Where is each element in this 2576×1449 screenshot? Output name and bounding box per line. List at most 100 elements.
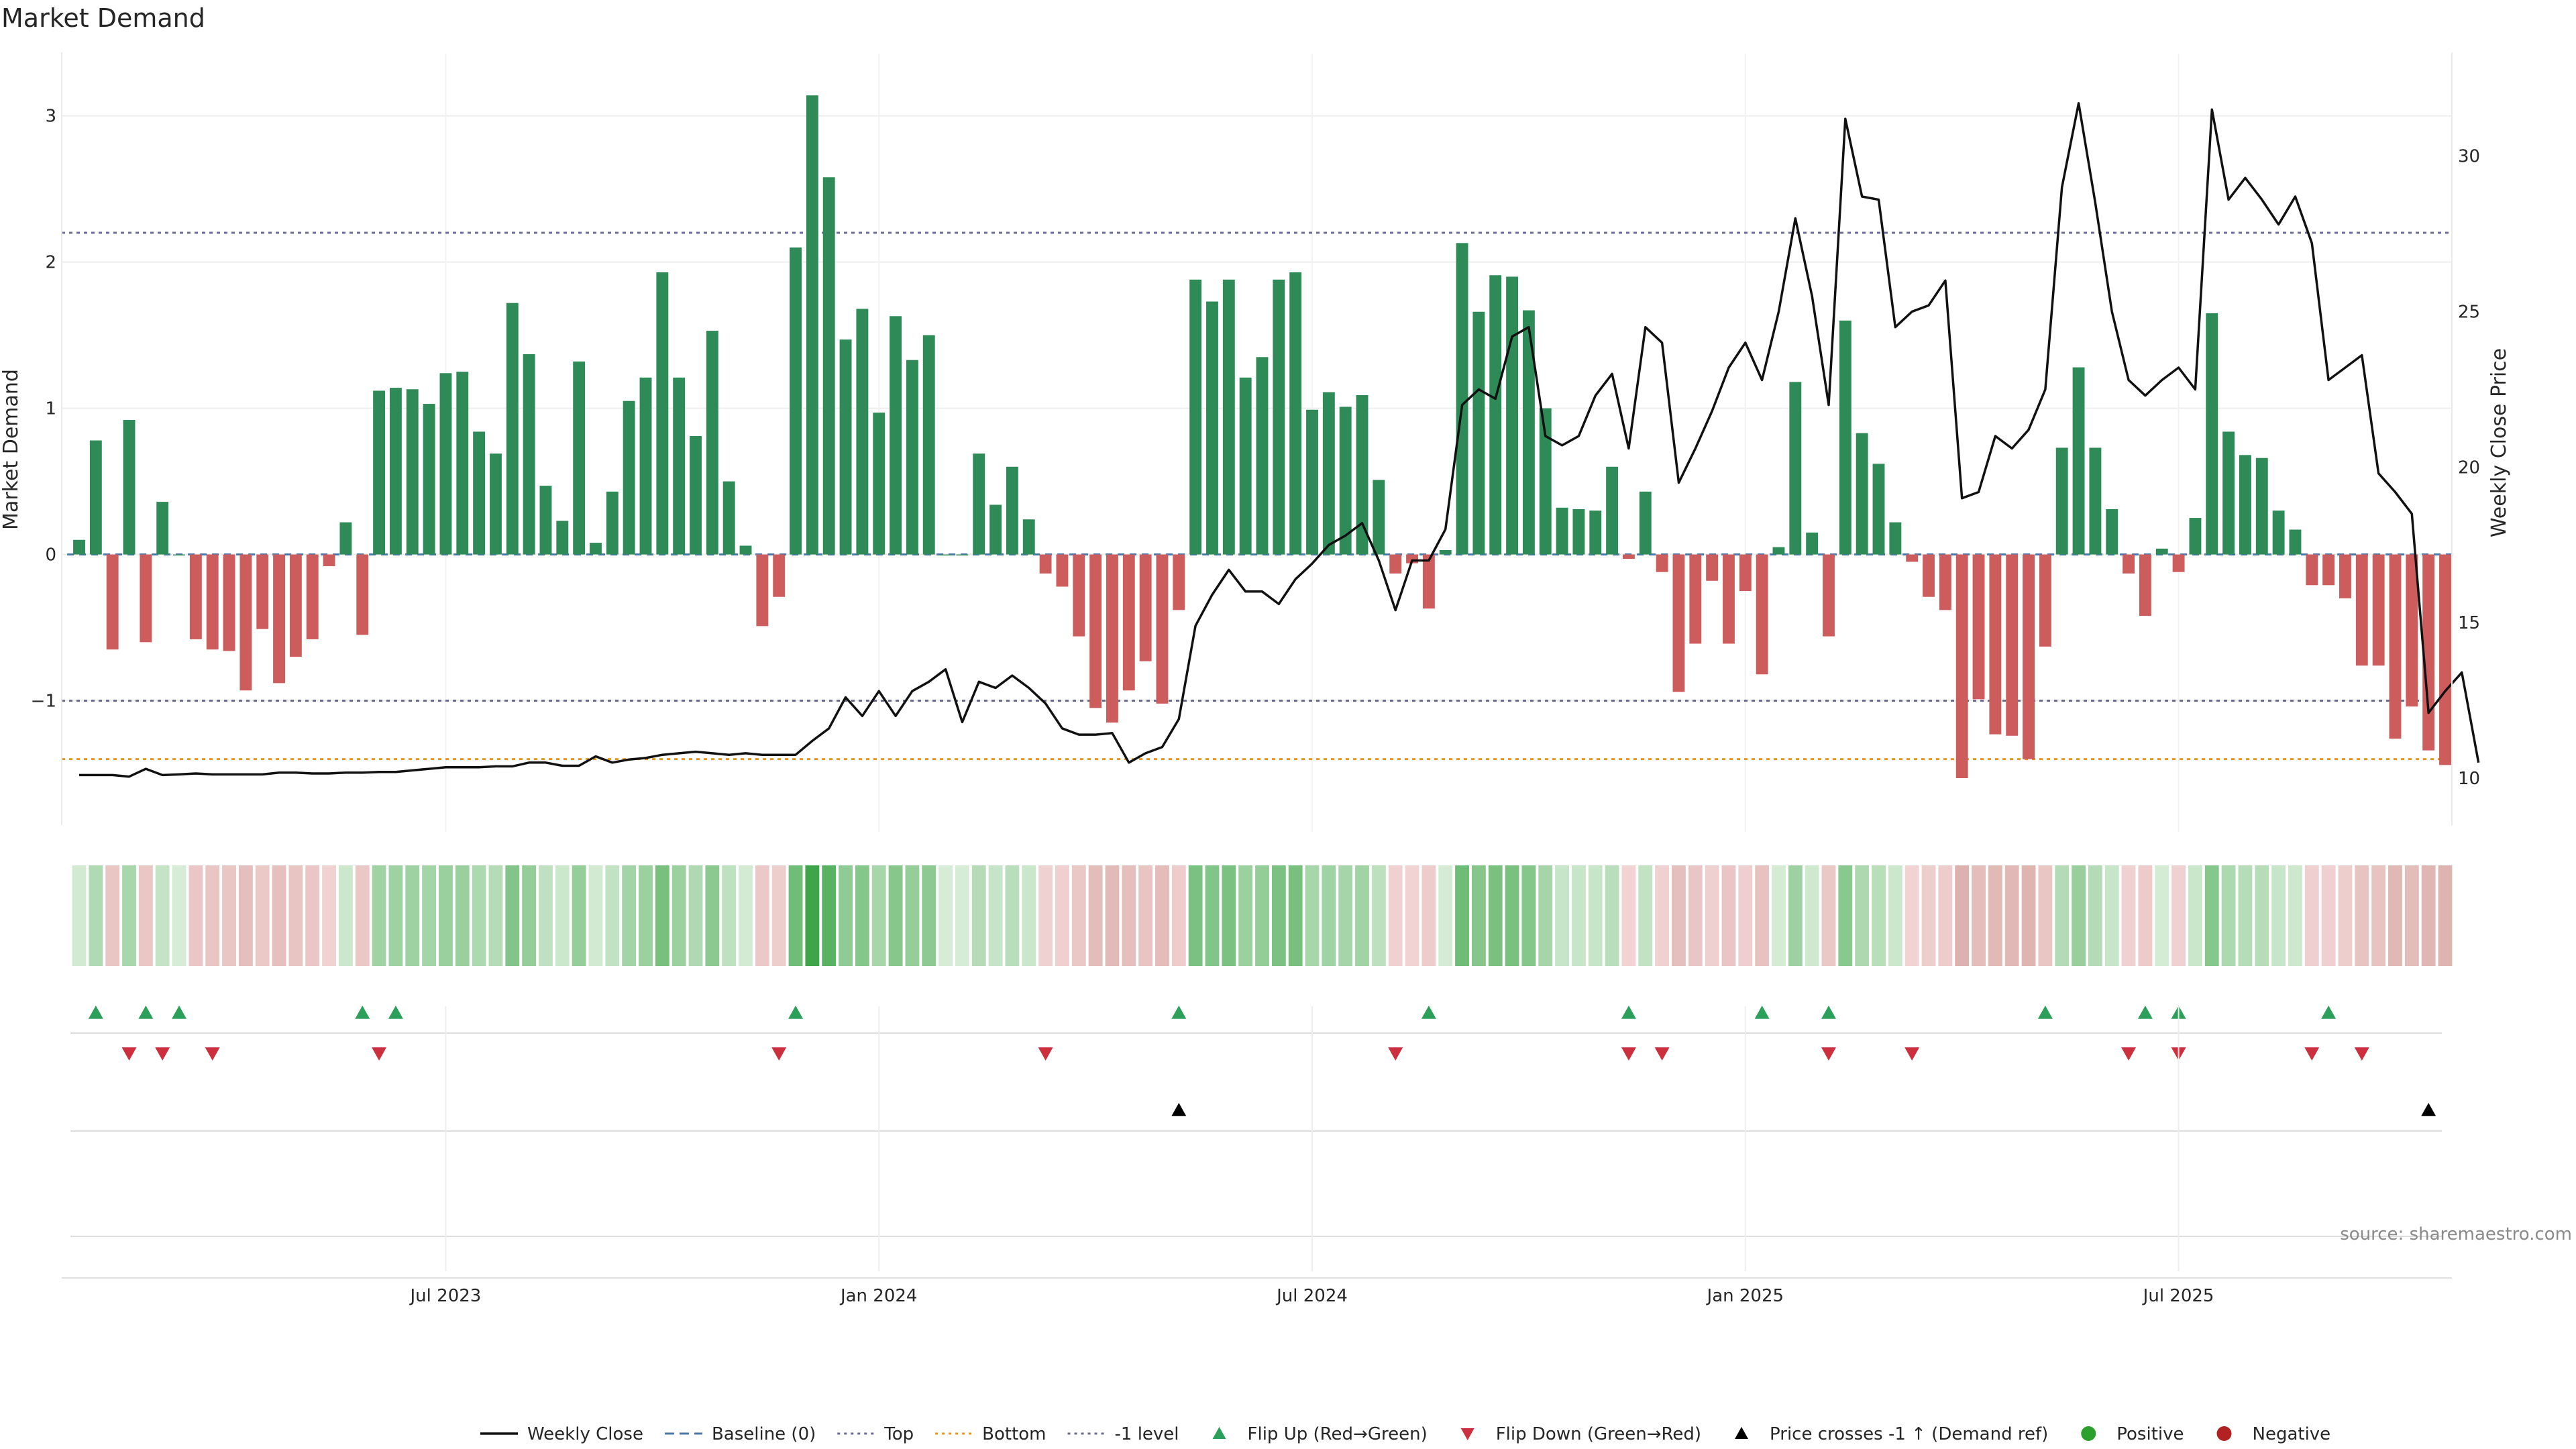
heat-cell [2188, 865, 2202, 966]
heat-cell [2038, 865, 2053, 966]
demand-bar-negative [1122, 554, 1135, 691]
y2-tick-label: 15 [2458, 613, 2480, 633]
demand-bar-positive [1506, 276, 1519, 555]
demand-bar-positive [890, 316, 902, 555]
demand-bar-positive [1239, 377, 1252, 555]
heat-cell [1672, 865, 1686, 966]
demand-bar-negative [106, 554, 119, 650]
heat-cell [222, 865, 236, 966]
demand-bar-positive [590, 543, 602, 555]
demand-bar-negative [2406, 554, 2418, 707]
demand-bar-positive [1339, 407, 1352, 555]
demand-bar-positive [839, 339, 852, 555]
heat-cell [605, 865, 620, 966]
demand-bar-negative [323, 554, 335, 566]
heat-cell [1904, 865, 1919, 966]
demand-bar-negative [239, 554, 252, 691]
demand-bar-negative [2372, 554, 2385, 666]
demand-bar-positive [556, 521, 569, 555]
heat-cell [871, 865, 886, 966]
demand-bar-negative [2439, 554, 2451, 765]
demand-bar-positive [406, 389, 419, 555]
heat-cell [1588, 865, 1603, 966]
heat-cell [2072, 865, 2086, 966]
demand-bar-negative [1672, 554, 1685, 692]
demand-bar-negative [2139, 554, 2151, 616]
heat-cell [388, 865, 403, 966]
x-tick-label: Jan 2025 [1706, 1286, 1784, 1306]
demand-bar-negative [2355, 554, 2368, 666]
demand-bar-positive [573, 361, 586, 555]
heat-cell [822, 865, 837, 966]
heat-cell [722, 865, 737, 966]
heat-cell [672, 865, 686, 966]
heat-cell [1521, 865, 1536, 966]
legend-label: Flip Up (Red→Green) [1248, 1424, 1428, 1444]
heat-cell [922, 865, 936, 966]
demand-bar-negative [1156, 554, 1169, 704]
y2-tick-label: 10 [2458, 769, 2480, 789]
heat-cell [2355, 865, 2369, 966]
demand-bar-positive [1856, 433, 1868, 555]
legend-swatch-triangle-down [1460, 1428, 1474, 1440]
demand-bar-negative [1422, 554, 1435, 609]
demand-bar-negative [756, 554, 769, 627]
legend-swatch-triangle-up [1212, 1427, 1226, 1439]
demand-bar-negative [2023, 554, 2035, 759]
y-tick-label: 1 [45, 399, 56, 419]
heat-cell [1171, 865, 1186, 966]
heat-cell [1038, 865, 1053, 966]
legend-label: -1 level [1115, 1424, 1179, 1444]
heat-cell [1705, 865, 1719, 966]
price-line-group [79, 102, 2480, 778]
heat-cell [505, 865, 520, 966]
demand-bar-negative [1089, 554, 1102, 708]
demand-bar-positive [1256, 357, 1269, 555]
heat-cell [1772, 865, 1786, 966]
demand-bar-negative [1972, 554, 1985, 700]
heat-cell [2321, 865, 2336, 966]
demand-bar-positive [873, 413, 885, 555]
y-tick-label: −1 [31, 691, 56, 711]
demand-bar-positive [1606, 466, 1619, 555]
heat-cell [338, 865, 353, 966]
legend: Weekly Close Baseline (0) Top Bottom -1 leve… [480, 1424, 2330, 1444]
flip-up-marker [1171, 1006, 1187, 1019]
demand-bar-positive [523, 354, 535, 555]
heat-cell [2271, 865, 2286, 966]
legend-label: Price crosses -1 ↑ (Demand ref) [1770, 1424, 2048, 1444]
flip-down-marker [1821, 1047, 1836, 1061]
flip-down-marker [2121, 1047, 2137, 1061]
flip-down-marker [1388, 1047, 1403, 1061]
flip-up-marker [355, 1006, 370, 1019]
flip-down-marker [2304, 1047, 2320, 1061]
legend-label: Flip Down (Green→Red) [1496, 1424, 1701, 1444]
demand-bar-positive [939, 554, 952, 556]
flip-up-marker [1421, 1006, 1436, 1019]
heat-cell [1855, 865, 1870, 966]
demand-bar-positive [2289, 529, 2302, 555]
x-axis: Jul 2023 Jan 2024 Jul 2024 Jan 2025 Jul 2025 [62, 1006, 2452, 1306]
demand-bar-negative [1739, 554, 1752, 592]
flip-up-marker [2137, 1006, 2153, 1019]
demand-bar-negative [1906, 554, 1919, 562]
y-tick-label: 3 [45, 107, 56, 127]
y-tick-label: 2 [45, 253, 56, 273]
flip-down-marker [372, 1047, 387, 1061]
demand-bar-positive [1889, 522, 1902, 555]
heat-cell [1355, 865, 1369, 966]
demand-bar-negative [2123, 554, 2135, 574]
heat-cell [322, 865, 336, 966]
heat-cell [255, 865, 270, 966]
heat-cell [1988, 865, 2002, 966]
demand-bar-negative [2322, 554, 2335, 586]
x-tick-label: Jul 2025 [2142, 1286, 2214, 1306]
heat-cell [1305, 865, 1320, 966]
heat-cell [1371, 865, 1386, 966]
heat-cell [1105, 865, 1120, 966]
legend-item: Bottom [935, 1424, 1046, 1444]
demand-bar-negative [306, 554, 319, 639]
demand-bar-negative [1622, 554, 1635, 559]
flip-down-marker [2354, 1047, 2369, 1061]
demand-bar-negative [1756, 554, 1768, 675]
